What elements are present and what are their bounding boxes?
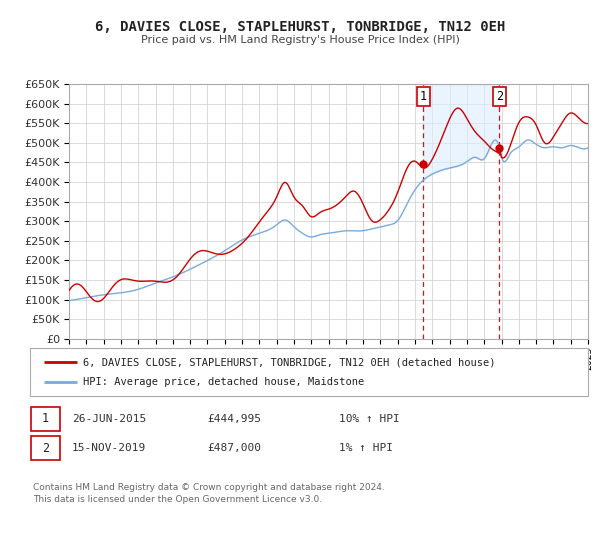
Text: 6, DAVIES CLOSE, STAPLEHURST, TONBRIDGE, TN12 0EH: 6, DAVIES CLOSE, STAPLEHURST, TONBRIDGE,… (95, 20, 505, 34)
Text: HPI: Average price, detached house, Maidstone: HPI: Average price, detached house, Maid… (83, 377, 364, 387)
Text: 1% ↑ HPI: 1% ↑ HPI (339, 443, 393, 453)
Text: This data is licensed under the Open Government Licence v3.0.: This data is licensed under the Open Gov… (33, 495, 322, 504)
Text: 6, DAVIES CLOSE, STAPLEHURST, TONBRIDGE, TN12 0EH (detached house): 6, DAVIES CLOSE, STAPLEHURST, TONBRIDGE,… (83, 357, 496, 367)
Text: £487,000: £487,000 (207, 443, 261, 453)
Text: 1: 1 (42, 412, 49, 426)
Text: Contains HM Land Registry data © Crown copyright and database right 2024.: Contains HM Land Registry data © Crown c… (33, 483, 385, 492)
Text: £444,995: £444,995 (207, 414, 261, 424)
Text: 15-NOV-2019: 15-NOV-2019 (72, 443, 146, 453)
Text: 2: 2 (496, 90, 503, 104)
Text: 1: 1 (420, 90, 427, 104)
Text: 10% ↑ HPI: 10% ↑ HPI (339, 414, 400, 424)
Text: 26-JUN-2015: 26-JUN-2015 (72, 414, 146, 424)
Text: Price paid vs. HM Land Registry's House Price Index (HPI): Price paid vs. HM Land Registry's House … (140, 35, 460, 45)
Text: 2: 2 (42, 441, 49, 455)
